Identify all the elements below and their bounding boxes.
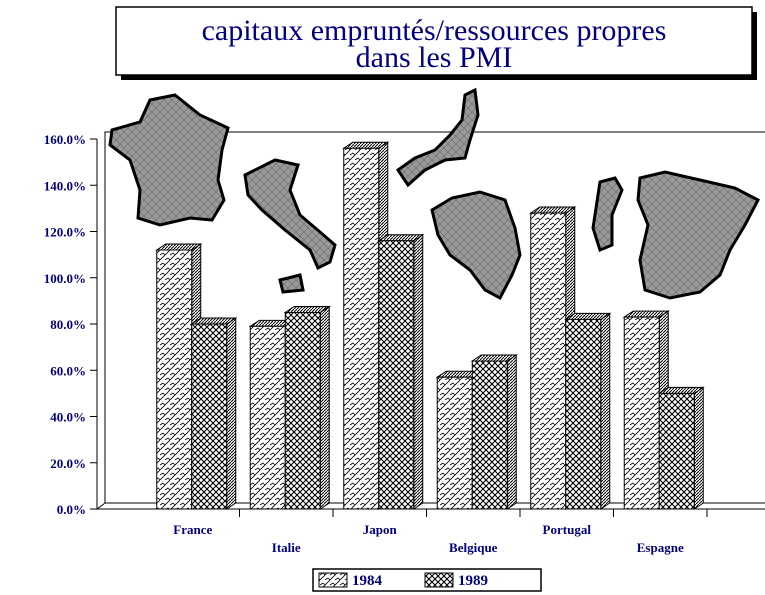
legend-label: 1989	[458, 573, 488, 589]
map-portugal	[591, 176, 624, 253]
x-tick-label: Portugal	[543, 522, 592, 537]
bar-front	[378, 240, 415, 510]
bar-side	[600, 312, 611, 510]
bar-front	[530, 212, 567, 510]
bar	[283, 305, 331, 510]
map-italy	[243, 158, 337, 294]
legend-swatch	[424, 572, 454, 588]
bar-front	[471, 360, 508, 510]
bar-front	[565, 318, 602, 510]
bar	[190, 317, 238, 510]
bar-side	[226, 317, 237, 510]
bar	[657, 386, 705, 510]
y-tick-label: 60.0%	[50, 363, 86, 378]
bar-side	[413, 233, 424, 510]
bar-front	[156, 249, 193, 510]
x-tick-label: France	[173, 522, 212, 537]
y-tick-label: 20.0%	[50, 456, 86, 471]
bar-front	[343, 147, 380, 510]
x-tick-label: Japon	[363, 522, 398, 537]
bar-side	[319, 305, 330, 510]
y-tick-label: 120.0%	[44, 225, 86, 240]
maps	[108, 87, 761, 301]
bar	[377, 233, 425, 510]
y-tick-label: 140.0%	[44, 178, 86, 193]
bar-side	[693, 386, 704, 510]
map-france	[108, 93, 230, 227]
bar-front	[249, 325, 286, 510]
x-tick-label: Belgique	[449, 540, 498, 555]
floor-edge	[96, 502, 106, 510]
map-spain	[636, 170, 761, 300]
legend-label: 1984	[352, 573, 383, 589]
y-tick-label: 0.0%	[57, 502, 86, 517]
chart-title: capitaux empruntés/ressources propres	[202, 14, 667, 47]
y-tick-label: 80.0%	[50, 317, 86, 332]
back-wall	[104, 131, 765, 503]
x-tick-label: Italie	[272, 540, 301, 555]
bar-side	[506, 354, 517, 510]
map-japan	[395, 87, 480, 188]
title-box	[115, 6, 753, 76]
bar-front	[623, 316, 660, 510]
bar	[470, 354, 518, 510]
y-tick-label: 160.0%	[44, 132, 86, 147]
bar-front	[284, 311, 321, 510]
bar-front	[658, 392, 695, 510]
y-tick-label: 100.0%	[44, 271, 86, 286]
bar	[564, 312, 612, 510]
y-tick-label: 40.0%	[50, 410, 86, 425]
chart-title: dans les PMI	[356, 41, 513, 74]
legend-swatch	[318, 572, 348, 588]
map-belgium	[430, 190, 522, 301]
x-tick-label: Espagne	[637, 540, 684, 555]
bar-front	[191, 323, 228, 510]
bar-front	[436, 376, 473, 510]
